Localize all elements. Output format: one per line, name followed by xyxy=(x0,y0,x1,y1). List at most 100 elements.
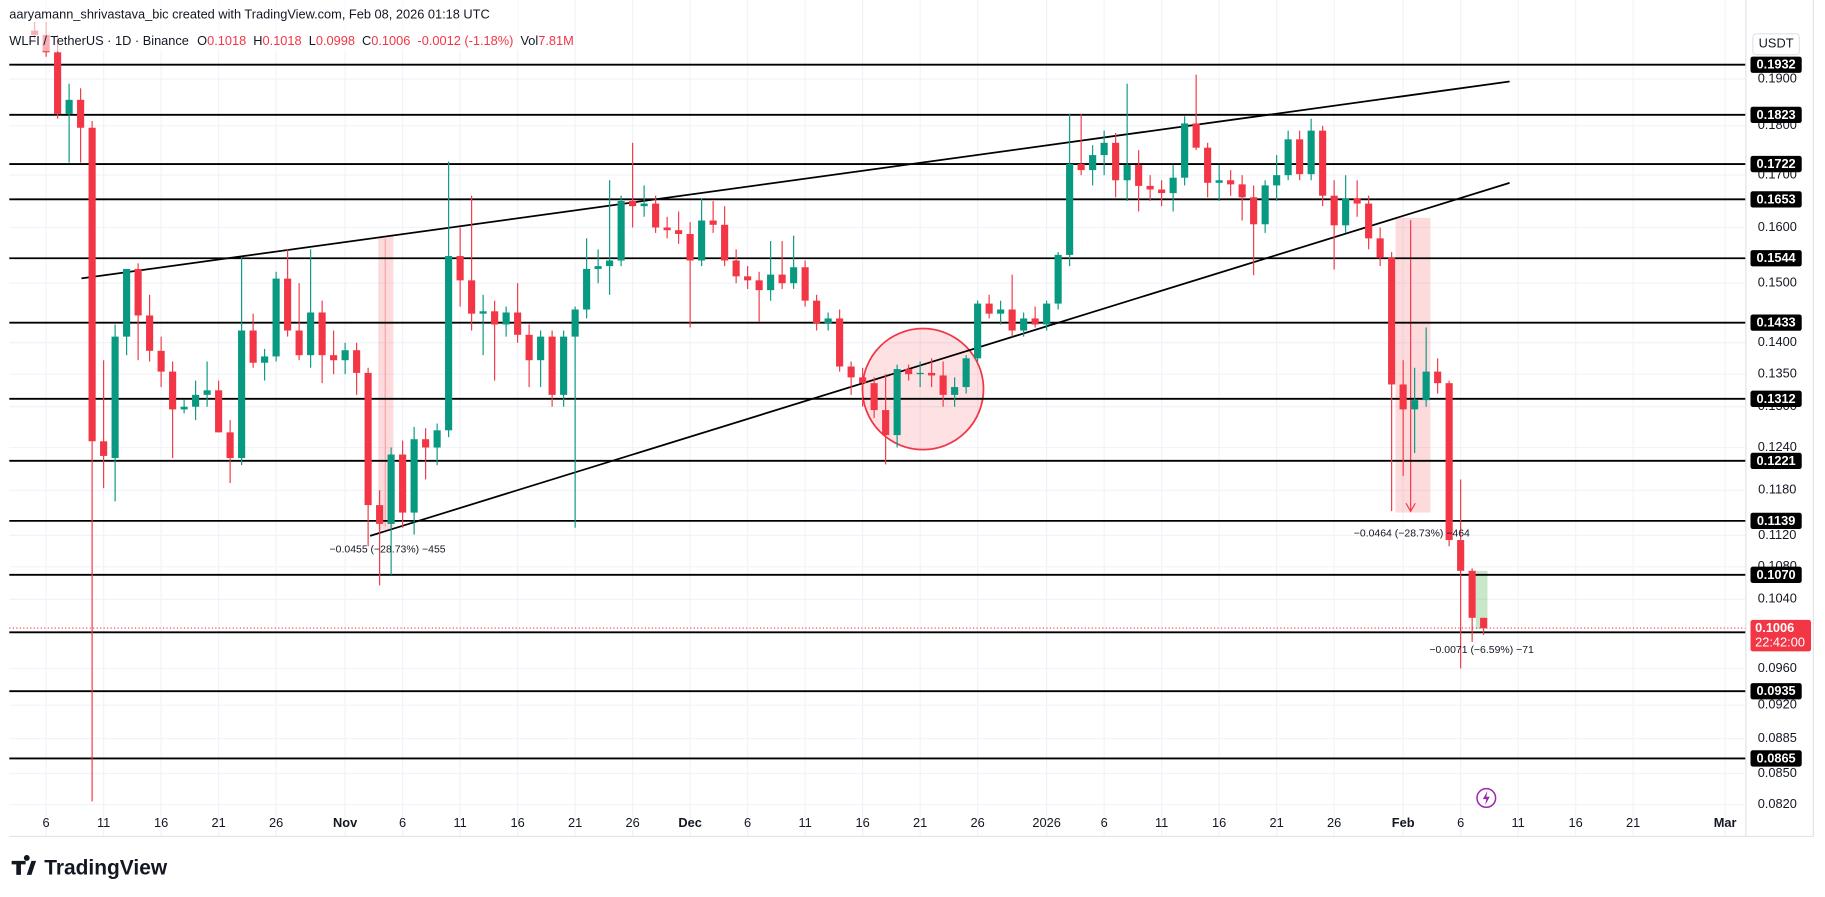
legend-value: 0.1006 xyxy=(371,33,410,48)
y-tick-label: 0.0960 xyxy=(1758,660,1797,675)
chart-root: −0.0455 (−28.73%) −455 −0.0464 (−28.73%)… xyxy=(9,0,1814,880)
candle-body xyxy=(916,372,924,375)
candle-body xyxy=(399,454,407,513)
candle-body xyxy=(663,227,671,231)
candle-body xyxy=(1181,123,1189,178)
last-price-box xyxy=(1750,619,1812,652)
candle-body xyxy=(767,274,775,291)
y-tick-label: 0.1400 xyxy=(1758,334,1797,349)
candle-body xyxy=(686,233,694,261)
y-tick-label: 0.1120 xyxy=(1758,527,1796,542)
candle-body xyxy=(1480,617,1488,629)
candle-body xyxy=(1238,184,1246,198)
level-label-box xyxy=(1750,56,1802,73)
candle-body xyxy=(997,309,1005,314)
x-tick-label: Feb xyxy=(1392,815,1415,830)
measure-box xyxy=(1475,570,1488,630)
candle-body xyxy=(1411,400,1419,410)
candle-body xyxy=(1077,164,1085,171)
candle-body xyxy=(353,350,361,373)
candle-body xyxy=(548,336,556,395)
y-tick-label: 0.1600 xyxy=(1758,219,1797,234)
y-tick-label: 0.1240 xyxy=(1758,439,1797,454)
x-tick-label: 16 xyxy=(154,815,168,830)
measure-arrowhead xyxy=(1405,502,1416,513)
candle-body xyxy=(721,224,729,261)
x-tick-label: Nov xyxy=(333,815,358,830)
legend-value: 0.1018 xyxy=(263,33,302,48)
candle-body xyxy=(203,390,211,395)
x-tick-label: 11 xyxy=(798,815,811,830)
candle-body xyxy=(1399,384,1407,410)
drawings xyxy=(81,80,1510,630)
candle-body xyxy=(836,318,844,367)
candle-body xyxy=(88,127,96,442)
level-label: 0.1070 xyxy=(1757,567,1796,582)
level-label-box xyxy=(1750,106,1802,124)
currency-box[interactable] xyxy=(1752,33,1800,56)
level-label-box xyxy=(1750,750,1802,767)
candle-body xyxy=(537,336,545,361)
x-tick-label: 16 xyxy=(1569,815,1583,830)
candle-body xyxy=(468,280,476,314)
candle-body xyxy=(387,454,395,524)
candle-body xyxy=(594,266,602,269)
candle-body xyxy=(445,256,453,431)
symbol-title: WLFI / TetherUS · 1D · Binance xyxy=(9,33,189,48)
y-tick-label: 0.0820 xyxy=(1758,796,1797,811)
x-tick-label: 26 xyxy=(626,815,640,830)
x-tick-label: Mar xyxy=(1714,815,1737,830)
candle-body xyxy=(307,312,315,356)
candle-body xyxy=(433,430,441,448)
candle-body xyxy=(157,350,165,372)
candle-body xyxy=(410,439,418,513)
x-tick-label: 16 xyxy=(511,815,525,830)
candles xyxy=(31,22,1488,802)
candle-body xyxy=(859,377,867,384)
measure-label: −0.0071 (−6.59%) −71 xyxy=(1429,645,1534,656)
candle-body xyxy=(617,200,625,261)
candle-body xyxy=(238,330,246,459)
x-tick-label: 11 xyxy=(97,815,110,830)
candle-body xyxy=(364,372,372,506)
candle-body xyxy=(1434,371,1442,384)
currency[interactable]: USDT xyxy=(1759,36,1794,51)
level-label: 0.1932 xyxy=(1757,57,1796,72)
candle-body xyxy=(422,439,430,448)
candle-body xyxy=(1054,254,1062,304)
candle-body xyxy=(341,350,349,361)
axis-labels: 0.1932 0.1823 0.1722 0.1653 0.1544 0.1433 0.13… xyxy=(1750,56,1812,767)
candle-body xyxy=(180,406,188,410)
candle-body xyxy=(295,330,303,356)
x-tick-label: 6 xyxy=(1457,815,1464,830)
candle-body xyxy=(755,280,763,291)
candle-body xyxy=(1204,147,1212,183)
symbol-legend: WLFI / TetherUS · 1D · Binance O0.1018 H… xyxy=(9,33,574,48)
candle-body xyxy=(698,220,706,261)
level-label-box xyxy=(1750,390,1802,407)
legend-value: 7.81M xyxy=(538,33,574,48)
candle-body xyxy=(951,387,959,395)
x-tick-label: 2026 xyxy=(1032,815,1060,830)
candle-body xyxy=(974,303,982,359)
level-label-box xyxy=(1750,155,1802,173)
candle-body xyxy=(985,303,993,314)
event-icon-bolt xyxy=(1482,790,1490,805)
candle-body xyxy=(1112,142,1120,181)
legend-key: L xyxy=(309,33,316,48)
y-tick-label: 0.1900 xyxy=(1758,71,1797,86)
x-tick-label: 21 xyxy=(568,815,582,830)
candle-body xyxy=(54,52,62,114)
candle-body xyxy=(1031,318,1039,325)
candle-body xyxy=(928,372,936,376)
candle-body xyxy=(1158,189,1166,194)
candle-body xyxy=(962,358,970,388)
level-label-box xyxy=(1750,566,1802,583)
candle-body xyxy=(1307,130,1315,175)
candle-body xyxy=(65,99,73,114)
attribution: aaryamann_shrivastava_bic created with T… xyxy=(9,7,489,22)
candle-body xyxy=(652,203,660,228)
measure-label: −0.0455 (−28.73%) −455 xyxy=(330,545,446,556)
measure-box xyxy=(1395,217,1431,513)
